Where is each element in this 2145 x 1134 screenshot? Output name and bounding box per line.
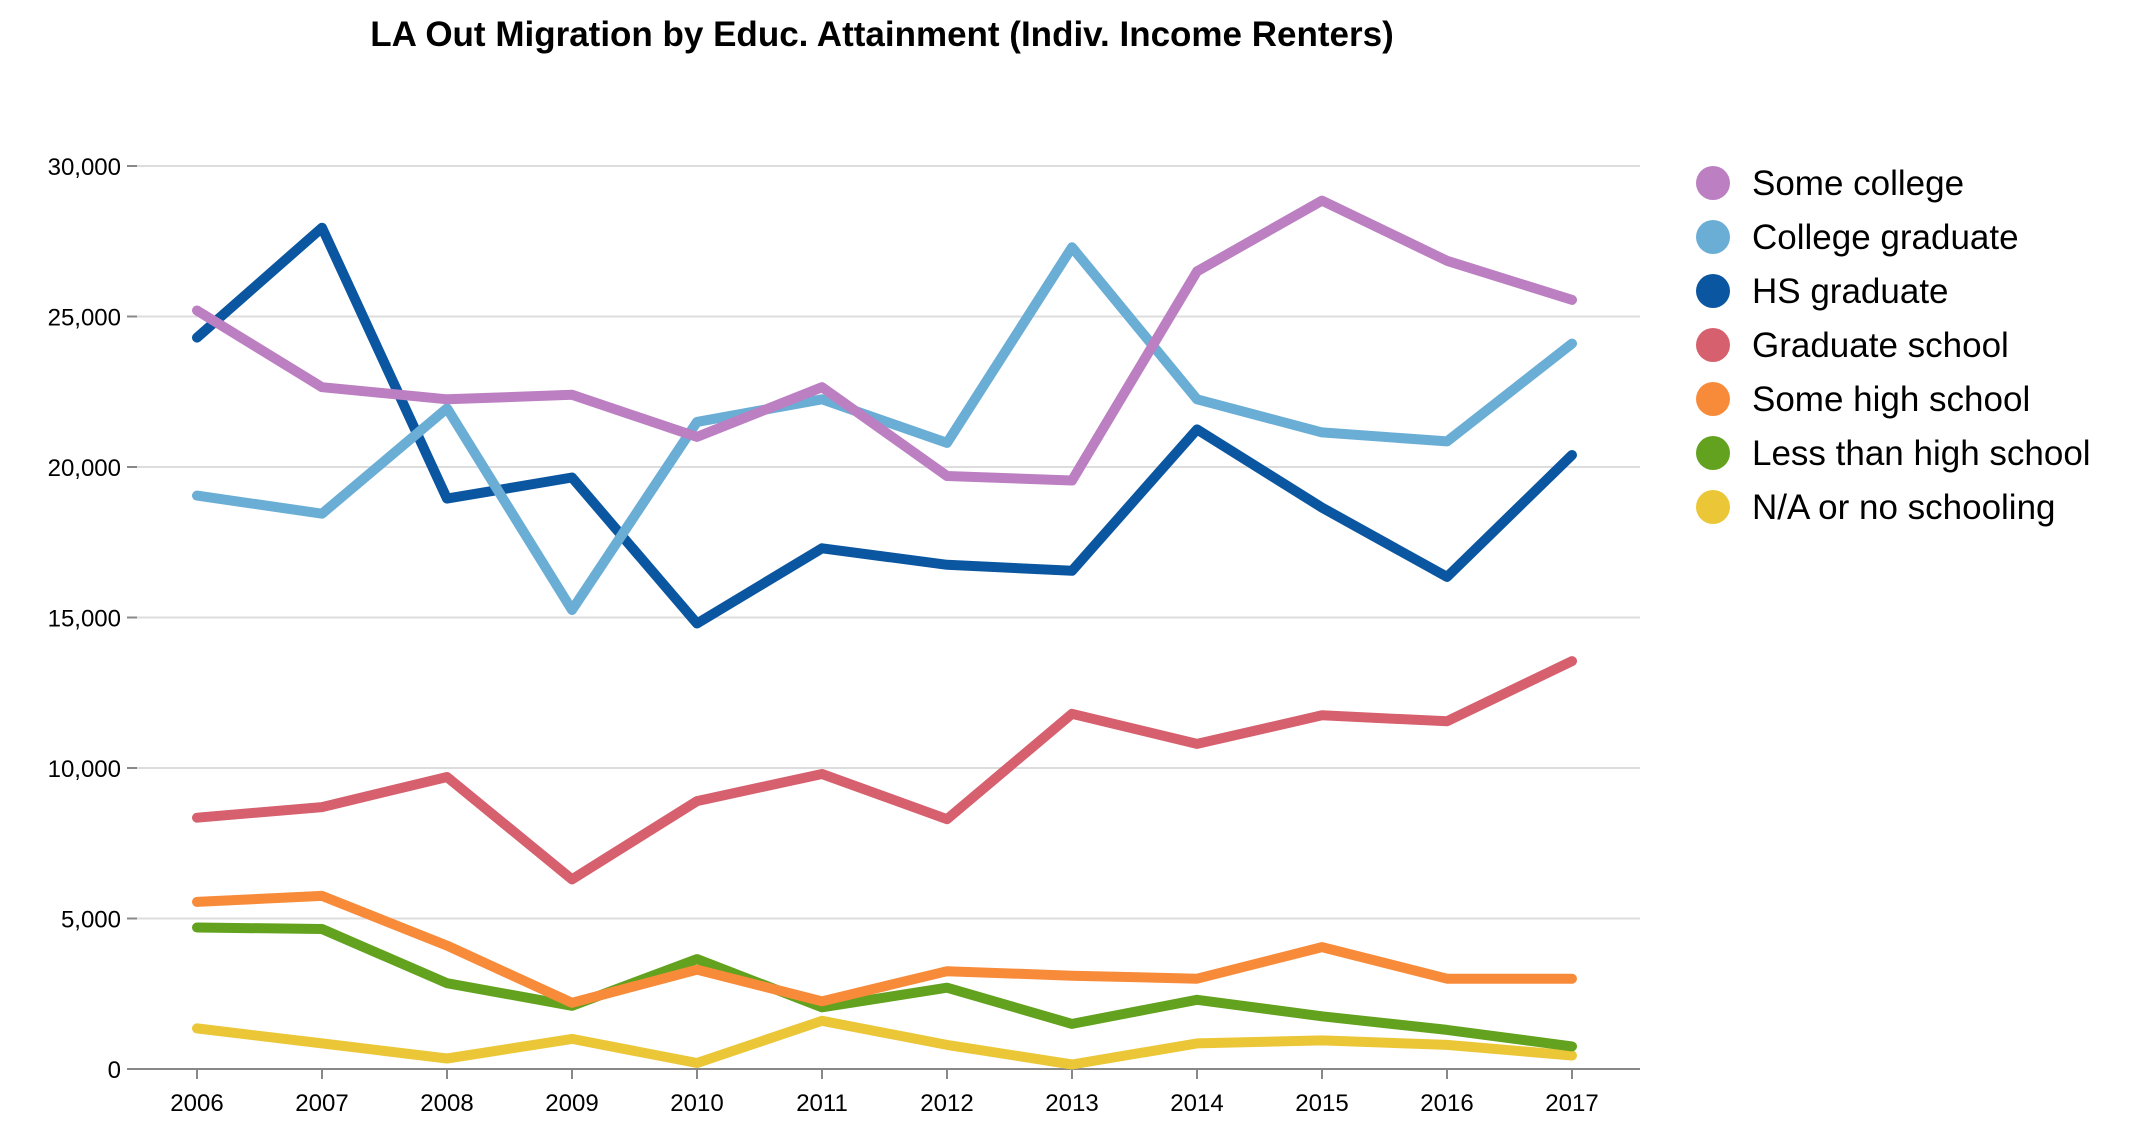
x-tick-label: 2011 (796, 1090, 848, 1117)
y-tick-label: 25,000 (48, 305, 121, 332)
legend-swatch (1696, 382, 1730, 416)
series-line-hs-graduate (192, 222, 1577, 629)
y-tick-label: 15,000 (48, 606, 121, 633)
y-tick-label: 20,000 (48, 455, 121, 482)
chart-title: LA Out Migration by Educ. Attainment (In… (370, 15, 1393, 54)
x-tick-label: 2010 (670, 1090, 723, 1117)
legend-label: Less than high school (1752, 434, 2091, 473)
legend-swatch (1696, 328, 1730, 362)
legend-label: Some college (1752, 164, 1964, 203)
y-tick-label: 5,000 (61, 907, 121, 934)
legend-label: Graduate school (1752, 326, 2009, 365)
legend-swatch (1696, 220, 1730, 254)
legend-item-n-a-or-no-schooling: N/A or no schooling (1696, 488, 2056, 527)
legend: Some college College graduate HS graduate G… (1696, 164, 2091, 527)
y-tick-label: 30,000 (48, 154, 121, 181)
legend-item-college-graduate: College graduate (1696, 218, 2019, 257)
x-tick-label: 2012 (920, 1090, 973, 1117)
series-line-graduate-school (192, 656, 1577, 885)
x-tick-label: 2015 (1295, 1090, 1348, 1117)
legend-swatch (1696, 490, 1730, 524)
x-tick-label: 2016 (1420, 1090, 1473, 1117)
x-tick-label: 2013 (1045, 1090, 1098, 1117)
legend-swatch (1696, 274, 1730, 308)
legend-label: College graduate (1752, 218, 2019, 257)
x-tick-label: 2006 (170, 1090, 223, 1117)
legend-item-some-high-school: Some high school (1696, 380, 2030, 419)
x-tick-label: 2014 (1170, 1090, 1223, 1117)
x-tick-label: 2017 (1545, 1090, 1598, 1117)
series-line-college-graduate (192, 242, 1577, 615)
legend-swatch (1696, 166, 1730, 200)
legend-item-hs-graduate: HS graduate (1696, 272, 1949, 311)
legend-swatch (1696, 436, 1730, 470)
legend-item-some-college: Some college (1696, 164, 1964, 203)
legend-label: Some high school (1752, 380, 2030, 419)
series-line-n-a-or-no-schooling (192, 1015, 1577, 1070)
x-tick-label: 2007 (295, 1090, 348, 1117)
x-tick-label: 2008 (420, 1090, 473, 1117)
series-line-some-college (192, 195, 1577, 486)
legend-item-graduate-school: Graduate school (1696, 326, 2009, 365)
series-lines (192, 195, 1577, 1070)
axes: 0 5,000 10,000 15,000 20,000 25,000 30,000 2006… (48, 154, 1640, 1117)
legend-label: HS graduate (1752, 272, 1949, 311)
series-line-less-than-high-school (192, 922, 1577, 1052)
series-line-some-high-school (192, 890, 1577, 1008)
legend-label: N/A or no schooling (1752, 488, 2056, 527)
x-tick-label: 2009 (545, 1090, 598, 1117)
y-tick-label: 10,000 (48, 756, 121, 783)
legend-item-less-than-high-school: Less than high school (1696, 434, 2091, 473)
y-tick-label: 0 (108, 1057, 121, 1084)
